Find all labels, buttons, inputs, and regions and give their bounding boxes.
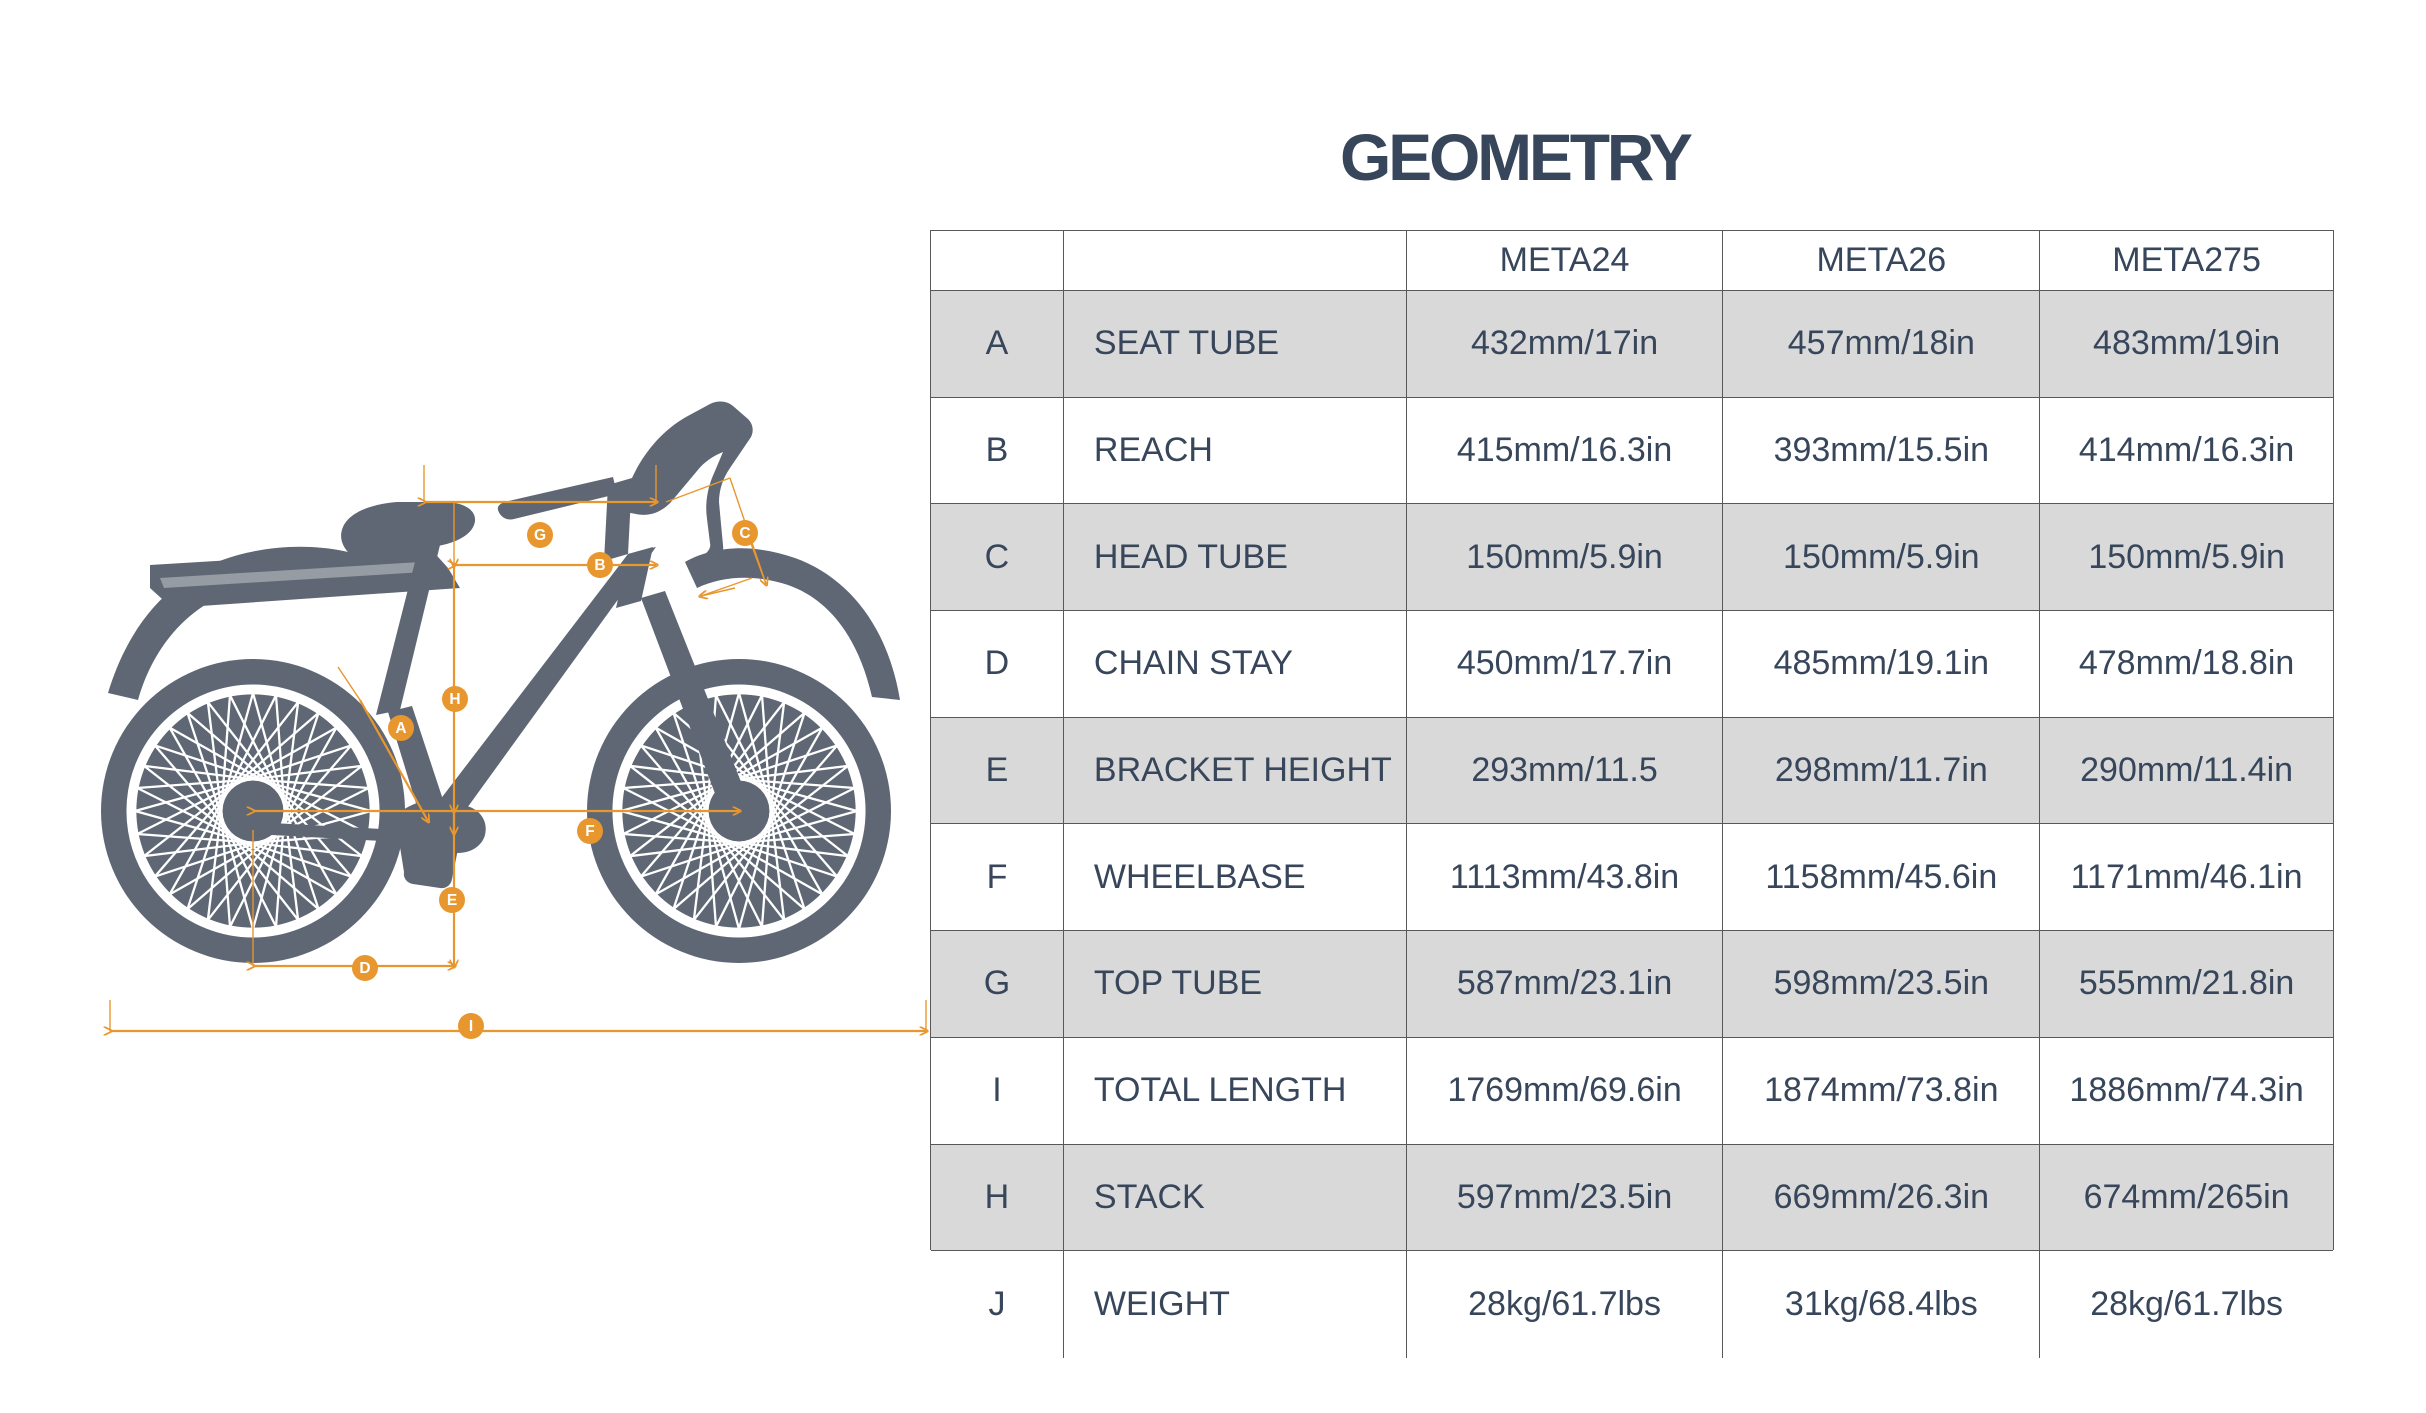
svg-text:E: E xyxy=(447,892,457,909)
svg-text:H: H xyxy=(449,691,460,708)
svg-text:D: D xyxy=(359,960,370,977)
svg-text:G: G xyxy=(534,527,546,544)
svg-text:A: A xyxy=(395,720,406,737)
svg-text:C: C xyxy=(739,525,750,542)
svg-text:I: I xyxy=(469,1018,473,1035)
svg-text:B: B xyxy=(594,557,605,574)
svg-text:F: F xyxy=(585,823,594,840)
